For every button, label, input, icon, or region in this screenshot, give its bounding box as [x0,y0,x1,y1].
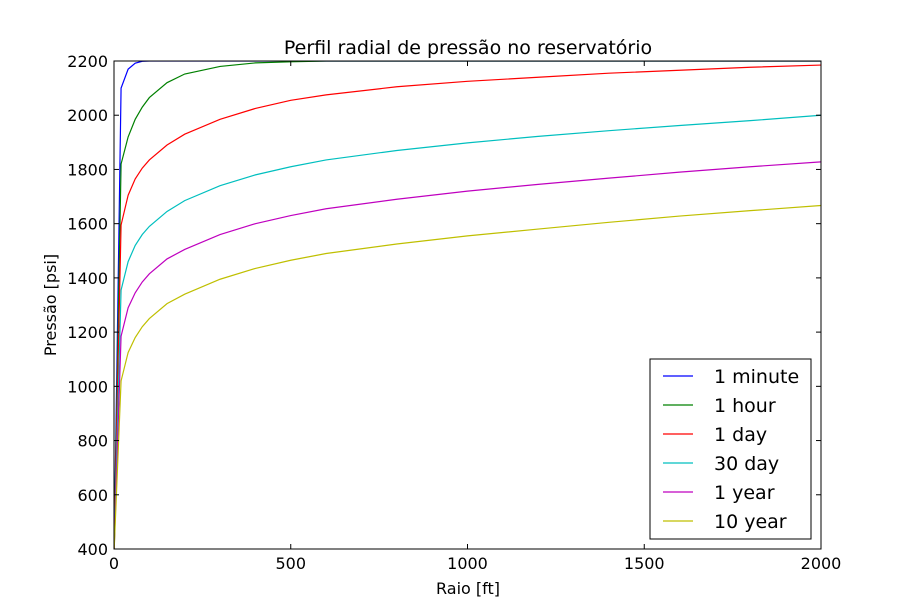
legend-label: 1 year [714,482,775,504]
y-tick-label: 600 [77,486,108,505]
y-tick-label: 400 [77,540,108,559]
legend-box [649,358,812,540]
series-line-1 [114,61,821,549]
chart-title: Perfil radial de pressão no reservatório [284,37,652,59]
x-tick-label: 1500 [624,554,665,573]
x-tick-label: 1000 [447,554,488,573]
series-line-2 [114,61,821,549]
y-tick-label: 1800 [67,160,108,179]
legend-label: 30 day [714,453,779,475]
x-axis-label: Raio [ft] [436,579,500,598]
legend-label: 1 minute [714,366,799,388]
y-tick-label: 2000 [67,106,108,125]
y-tick-label: 1000 [67,377,108,396]
legend-label: 1 day [714,424,767,446]
series-line-5 [114,161,821,549]
y-tick-label: 2200 [67,52,108,71]
x-tick-label: 0 [109,554,119,573]
x-tick-label: 500 [275,554,306,573]
series-line-3 [114,64,821,549]
y-tick-label: 1600 [67,215,108,234]
series-line-6 [114,204,821,549]
x-tick-label: 2000 [801,554,842,573]
legend-label: 1 hour [714,395,776,417]
y-axis-label: Pressão [psi] [41,254,60,356]
y-tick-label: 1400 [67,269,108,288]
legend-label: 10 year [714,511,787,533]
legend: 1 minute 1 hour 1 day 30 day 1 year 10 year [649,358,812,540]
y-tick-label: 800 [77,432,108,451]
y-tick-label: 1200 [67,323,108,342]
series-line-4 [114,114,821,549]
